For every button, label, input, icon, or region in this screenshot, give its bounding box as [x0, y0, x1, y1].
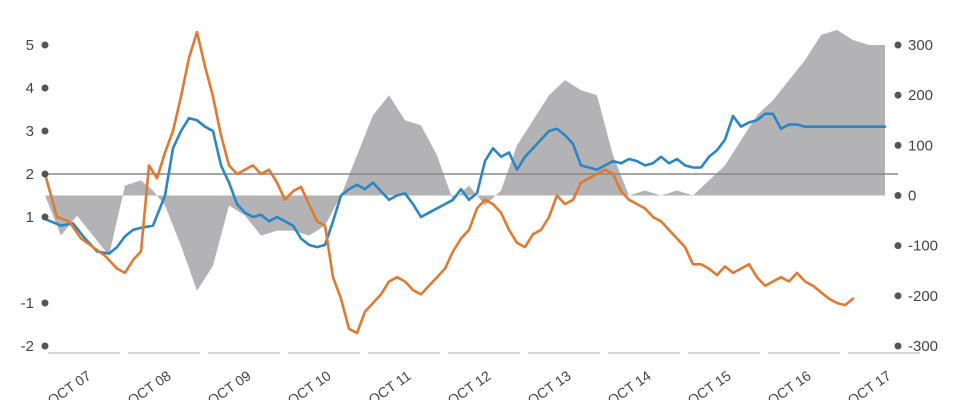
left-tick-label: -2 — [21, 338, 34, 355]
left-tick-dot — [41, 41, 49, 49]
left-tick-label: 4 — [26, 80, 34, 97]
x-tick-label: OCT 12 — [445, 367, 494, 400]
right-tick-dot — [894, 242, 902, 250]
right-tick-dot — [894, 41, 902, 49]
right-tick-label: 100 — [908, 137, 933, 154]
x-tick-label: OCT 08 — [125, 367, 174, 400]
left-tick-dot — [41, 127, 49, 135]
left-tick-dot — [41, 84, 49, 92]
left-tick-dot — [41, 170, 49, 178]
right-tick-dot — [894, 192, 902, 199]
left-tick-label: 3 — [26, 123, 34, 140]
line-layer — [43, 30, 887, 335]
left-tick-dot — [41, 299, 49, 307]
right-tick-label: -100 — [908, 238, 938, 255]
area-layer — [45, 29, 885, 291]
x-tick-label: OCT 13 — [525, 367, 574, 400]
right-tick-dot — [894, 91, 902, 99]
right-tick-label: 300 — [908, 37, 933, 54]
right-tick-label: 200 — [908, 87, 933, 104]
left-tick-label: 5 — [26, 37, 34, 54]
right-tick-dot — [894, 292, 902, 300]
x-tick-label: OCT 11 — [365, 367, 413, 400]
x-tick-label: OCT 15 — [685, 367, 734, 400]
left-tick-label: 1 — [26, 209, 34, 226]
axis-layer: -2 -1 1 2 3 4 5 -300 -200 -100 0 100 200 300 — [21, 37, 938, 355]
left-tick-dot — [41, 213, 49, 221]
right-tick-label: 0 — [908, 188, 916, 205]
right-tick-dot — [894, 342, 902, 350]
x-tick-label: OCT 10 — [285, 367, 334, 400]
right-tick-label: -300 — [908, 338, 938, 355]
x-tick-label: OCT 17 — [845, 367, 894, 400]
right-tick-dot — [894, 141, 902, 149]
left-tick-label: 2 — [26, 166, 34, 183]
x-tick-label: OCT 09 — [205, 367, 254, 400]
x-tick-label: OCT 07 — [45, 367, 94, 400]
right-tick-label: -200 — [908, 288, 938, 305]
area-series-0 — [45, 29, 885, 291]
line-series-orange — [43, 30, 855, 335]
left-tick-label: -1 — [21, 295, 34, 312]
x-axis-layer: OCT 07 OCT 08 OCT 09 OCT 10 OCT 11 OCT 12 OCT … — [45, 352, 920, 400]
x-tick-label: OCT 16 — [765, 367, 814, 400]
x-tick-label: OCT 14 — [605, 367, 654, 400]
line-series-blue — [43, 112, 887, 255]
left-tick-dot — [41, 342, 49, 350]
